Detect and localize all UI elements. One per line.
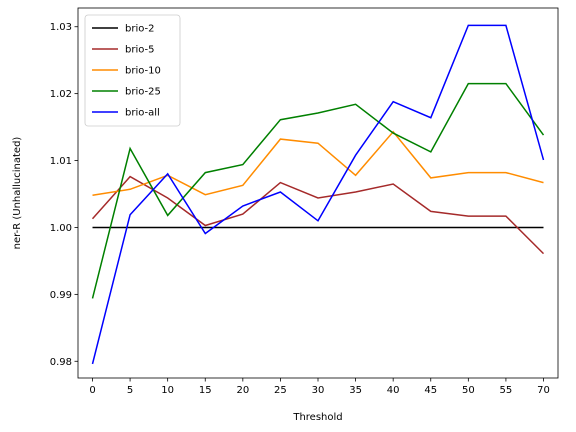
x-tick-label: 45 <box>424 385 437 396</box>
y-tick-label: 1.03 <box>50 22 72 33</box>
y-tick-label: 1.02 <box>50 89 72 100</box>
series-lines <box>91 24 545 365</box>
x-tick-label: 30 <box>312 385 325 396</box>
legend-label-brio-5: brio-5 <box>125 45 155 56</box>
x-tick-label: 5 <box>127 385 133 396</box>
x-tick-label: 70 <box>537 385 550 396</box>
x-tick-label: 55 <box>500 385 513 396</box>
x-axis: 0 5 10 15 20 25 30 35 40 45 50 55 70 <box>89 378 550 396</box>
x-tick-label: 25 <box>274 385 287 396</box>
legend-box <box>84 14 181 127</box>
series-line-brio-25 <box>91 82 545 299</box>
legend-label-brio-10: brio-10 <box>125 66 161 77</box>
y-tick-label: 1.00 <box>50 223 72 234</box>
legend: brio-2 brio-5 brio-10 brio-25 brio-all <box>84 14 181 127</box>
y-axis-label: ner-R (Unhallucinated) <box>12 137 23 250</box>
y-tick-label: 0.98 <box>50 357 72 368</box>
series-line-brio-5 <box>91 175 545 255</box>
x-tick-label: 0 <box>89 385 95 396</box>
legend-label-brio-25: brio-25 <box>125 87 161 98</box>
x-tick-label: 40 <box>387 385 400 396</box>
y-tick-label: 0.99 <box>50 290 72 301</box>
x-tick-label: 35 <box>349 385 362 396</box>
legend-label-brio-2: brio-2 <box>125 24 155 35</box>
x-tick-label: 15 <box>199 385 212 396</box>
x-axis-label: Threshold <box>292 412 342 423</box>
x-tick-label: 10 <box>161 385 174 396</box>
y-tick-label: 1.01 <box>50 156 72 167</box>
series-line-brio-all <box>91 24 545 365</box>
x-tick-label: 50 <box>462 385 475 396</box>
series-line-brio-10 <box>92 130 544 197</box>
x-tick-label: 20 <box>236 385 249 396</box>
y-axis: 0.98 0.99 1.00 1.01 1.02 1.03 <box>50 22 78 368</box>
legend-label-brio-all: brio-all <box>125 108 160 119</box>
